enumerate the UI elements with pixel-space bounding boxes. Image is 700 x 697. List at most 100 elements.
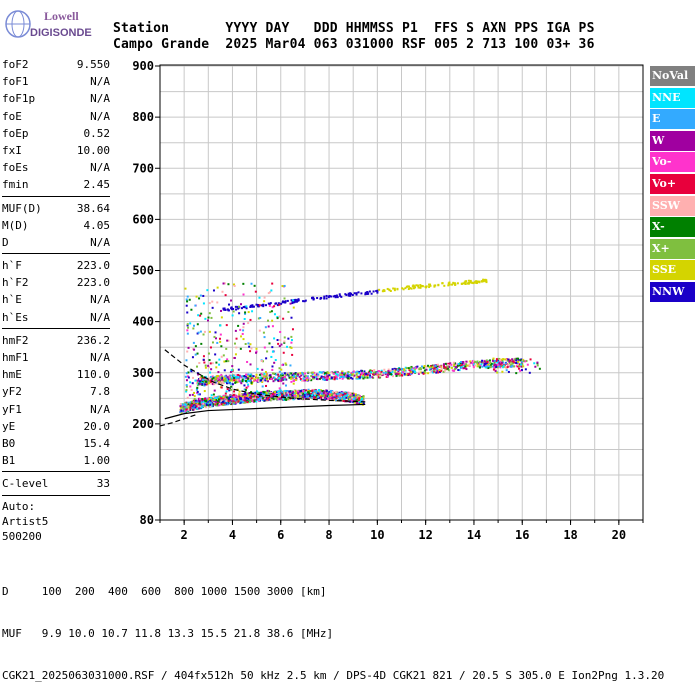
scatter-point (223, 402, 226, 405)
chart-points (179, 278, 541, 414)
scatter-point (507, 358, 510, 361)
scatter-point (349, 392, 352, 395)
scatter-point (211, 362, 214, 365)
scatter-point (358, 370, 361, 373)
scatter-point (461, 361, 464, 364)
scatter-point (450, 366, 453, 369)
scatter-point (292, 306, 295, 309)
scatter-point (315, 376, 318, 379)
scatter-point (212, 396, 215, 399)
scatter-point (479, 364, 482, 367)
scatter-point (229, 401, 232, 404)
scatter-point (234, 395, 237, 398)
scatter-point (444, 362, 447, 365)
scatter-point (394, 373, 397, 376)
scatter-point (265, 378, 268, 381)
scatter-point (370, 371, 373, 374)
scatter-point (354, 401, 357, 404)
scatter-point (202, 302, 205, 305)
scatter-point (334, 394, 337, 397)
ionogram-chart: 2 4 6 8 10 12 14 16 18 20 80200300400500600700800… (132, 59, 644, 542)
scatter-point (339, 372, 342, 375)
param-name: hmE (2, 368, 22, 382)
y-tick-label: 400 (132, 315, 154, 329)
scatter-point (258, 304, 261, 307)
scatter-point (192, 341, 195, 344)
x-tick-label: 14 (467, 528, 481, 542)
scatter-point (254, 397, 257, 400)
scatter-point (412, 367, 415, 370)
scatter-point (344, 293, 347, 296)
scatter-point (234, 305, 237, 308)
scatter-point (213, 335, 216, 338)
scatter-point (298, 394, 301, 397)
scatter-point (422, 366, 425, 369)
scatter-point (209, 396, 212, 399)
scatter-point (471, 362, 474, 365)
scatter-point (229, 382, 232, 385)
scatter-point (294, 298, 297, 301)
scatter-point (348, 377, 351, 380)
scatter-point (488, 365, 491, 368)
scatter-point (341, 393, 344, 396)
scatter-point (192, 402, 195, 405)
scatter-point (493, 362, 496, 365)
scatter-point (319, 390, 322, 393)
scatter-point (219, 324, 222, 327)
scatter-point (316, 297, 319, 300)
param-value: 9.550 (76, 58, 110, 71)
scatter-point (432, 364, 435, 367)
scatter-point (329, 398, 332, 401)
scatter-point (191, 402, 194, 405)
param-value: 15.4 (83, 436, 111, 450)
scatter-point (281, 374, 284, 377)
scatter-point (307, 388, 310, 391)
scatter-point (278, 387, 281, 390)
scatter-point (457, 362, 460, 365)
scatter-point (358, 376, 361, 379)
scatter-point (297, 299, 300, 302)
scatter-point (249, 318, 252, 321)
scatter-point (312, 394, 315, 397)
param-value: 236.2 (76, 333, 110, 347)
scatter-point (391, 368, 394, 371)
scatter-point (385, 373, 388, 376)
scatter-point (237, 305, 240, 308)
scatter-point (343, 373, 346, 376)
scatter-point (491, 359, 494, 362)
scatter-point (275, 302, 278, 305)
scatter-point (256, 378, 259, 381)
scatter-point (214, 331, 217, 334)
scatter-point (199, 380, 202, 383)
scatter-point (498, 362, 501, 365)
scatter-point (263, 296, 266, 299)
scatter-point (216, 382, 219, 385)
param-row: MUF(D) 38.64 (2, 200, 110, 217)
scatter-point (434, 284, 437, 287)
scatter-point (204, 406, 207, 409)
scatter-point (501, 365, 504, 368)
param-separator (2, 195, 110, 197)
scatter-point (232, 310, 235, 313)
scatter-point (196, 386, 199, 389)
scatter-point (270, 310, 273, 313)
scatter-point (281, 372, 284, 375)
scatter-point (209, 399, 212, 402)
scatter-point (280, 343, 283, 346)
scatter-point (189, 385, 192, 388)
scatter-point (294, 396, 297, 399)
scatter-point (220, 399, 223, 402)
scatter-point (273, 393, 276, 396)
scatter-point (511, 358, 514, 361)
scatter-point (269, 302, 272, 305)
scatter-point (301, 397, 304, 400)
scatter-point (342, 392, 345, 395)
scatter-point (502, 358, 505, 361)
scatter-point (184, 287, 187, 290)
scatter-point (347, 375, 350, 378)
param-separator (2, 471, 110, 473)
scatter-point (184, 410, 187, 413)
scatter-point (425, 365, 428, 368)
scatter-point (355, 402, 358, 405)
scatter-point (245, 381, 248, 384)
